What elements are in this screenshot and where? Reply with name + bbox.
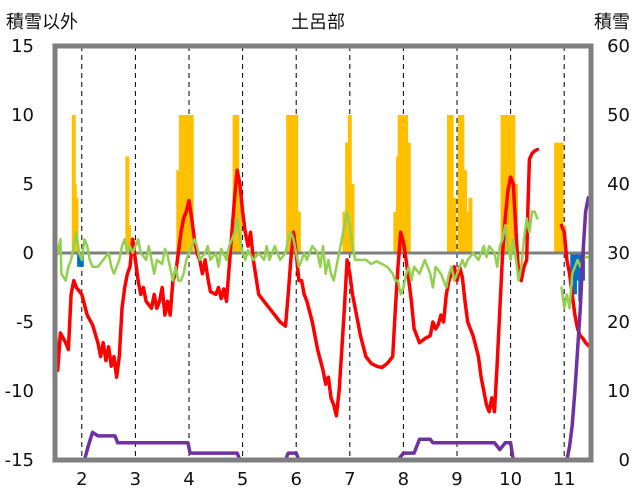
y-ticks-left: 15 10 5 0 -5 -10 -15 (5, 36, 34, 471)
precip-bar (126, 225, 131, 253)
x-tick: 7 (344, 469, 355, 490)
precip-bar (345, 142, 350, 253)
y-tick-left: -10 (5, 381, 34, 402)
precip-bar (187, 115, 191, 253)
x-tick: 8 (398, 469, 409, 490)
y-tick-right: 30 (607, 243, 630, 264)
blue-bar (572, 253, 577, 295)
x-tick: 4 (183, 469, 194, 490)
x-tick: 6 (290, 469, 301, 490)
series-lines (53, 147, 591, 462)
precip-bar (503, 115, 508, 253)
y-tick-left: 5 (23, 174, 34, 195)
y-axis-label-right: 積雪 (594, 12, 630, 33)
precip-bar (554, 142, 559, 253)
precip-bar (296, 211, 301, 253)
precip-bar (181, 115, 186, 253)
x-tick: 5 (237, 469, 248, 490)
y-tick-left: 0 (23, 243, 34, 264)
precip-bar (294, 115, 299, 253)
x-tick: 2 (76, 469, 87, 490)
precip-bar (286, 115, 291, 253)
precip-bar (401, 128, 406, 253)
y-tick-right: 50 (607, 105, 630, 126)
y-tick-right: 10 (607, 381, 630, 402)
precip-bar (460, 115, 465, 253)
series-line-4 (53, 196, 591, 462)
x-tick: 3 (130, 469, 141, 490)
precip-bar (291, 115, 296, 253)
y-tick-right: 20 (607, 312, 630, 333)
precip-bar (406, 142, 411, 253)
y-tick-right: 40 (607, 174, 630, 195)
y-tick-right: 60 (607, 36, 630, 57)
precip-bar (237, 197, 242, 253)
blue-bar (575, 253, 580, 281)
series-line-1 (559, 223, 591, 348)
y-tick-left: 15 (11, 36, 34, 57)
precip-bar (393, 211, 398, 253)
blue-bar (570, 253, 575, 281)
x-tick: 9 (451, 469, 462, 490)
y-ticks-right: 60 50 40 30 20 10 0 (607, 36, 630, 471)
precip-bar (559, 142, 564, 253)
precip-bar (184, 115, 189, 253)
blue-bar (77, 253, 82, 267)
precip-bar (397, 115, 402, 253)
precip-bar (449, 115, 454, 253)
series-line-2 (53, 210, 539, 296)
precip-bar (178, 115, 183, 253)
precip-bar (500, 115, 505, 253)
precip-bar (74, 197, 79, 253)
precip-bar (125, 156, 130, 253)
precip-bar (288, 115, 293, 253)
precip-bar (404, 115, 409, 253)
y-tick-left: -15 (5, 450, 34, 471)
x-tick: 10 (499, 469, 522, 490)
precip-bar (347, 115, 352, 253)
precip-bar (350, 184, 355, 253)
precip-bar (342, 211, 347, 253)
precip-bar (176, 170, 181, 253)
y-tick-left: -5 (16, 312, 34, 333)
x-ticks: 2 3 4 5 6 7 8 9 10 11 (76, 469, 576, 490)
precip-bar (463, 170, 468, 253)
precip-bar (465, 211, 470, 253)
y-tick-left: 10 (11, 105, 34, 126)
plot-frame (52, 43, 594, 463)
precip-bar (446, 115, 451, 253)
precip-bar (468, 197, 473, 253)
x-tick: 11 (553, 469, 576, 490)
precip-bar (457, 115, 462, 253)
y-tick-right: 0 (619, 450, 630, 471)
precip-bar (189, 115, 194, 253)
y-axis-label-left: 積雪以外 (6, 12, 78, 33)
precip-bars (71, 115, 567, 253)
precip-bar (556, 142, 561, 253)
precip-bar (452, 197, 457, 253)
chart-title: 土呂部 (291, 12, 345, 33)
